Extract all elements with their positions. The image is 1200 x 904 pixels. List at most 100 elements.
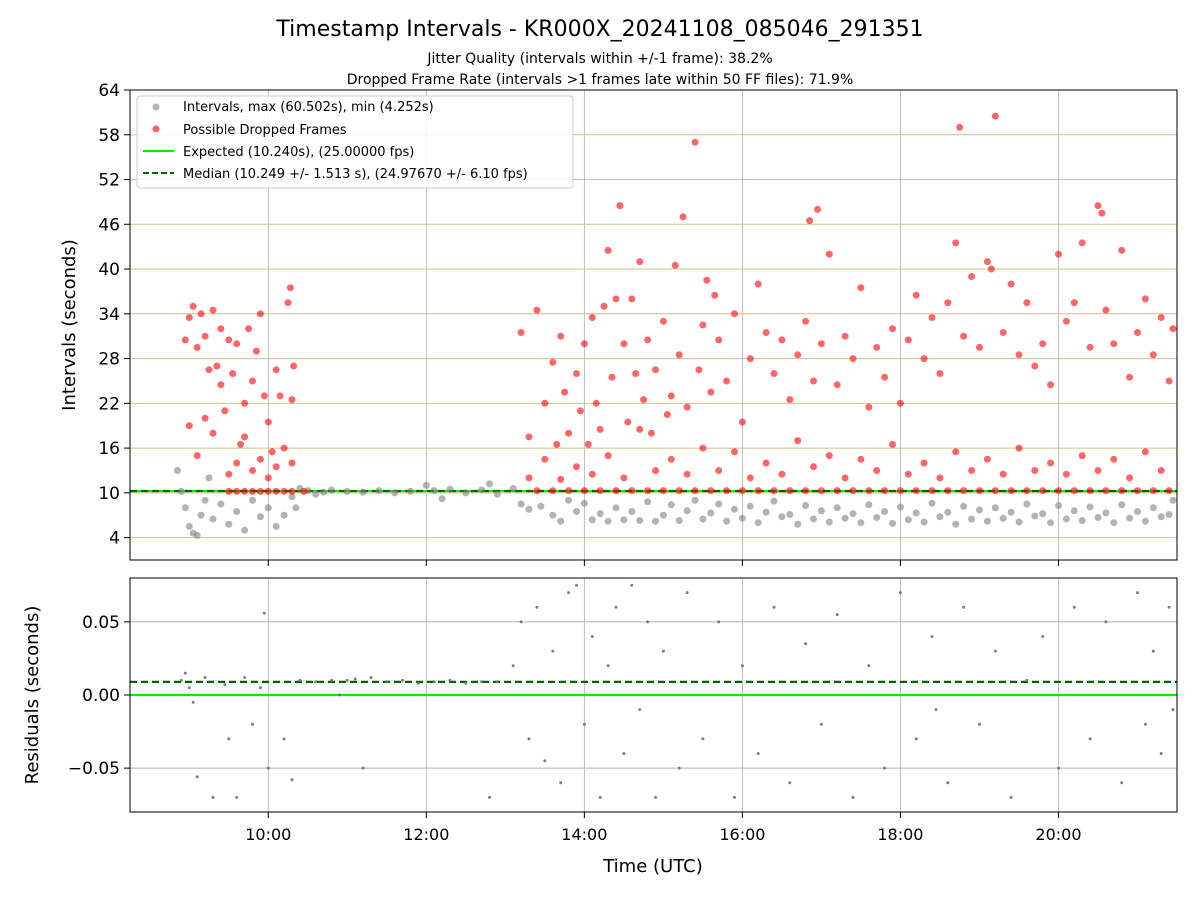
residuals-point xyxy=(717,620,720,623)
intervals-point xyxy=(202,497,209,504)
legend: Intervals, max (60.502s), min (4.252s) P… xyxy=(137,96,573,188)
residuals-point xyxy=(820,723,823,726)
intervals-dropped-point xyxy=(233,460,240,467)
intervals-y-tick-label: 40 xyxy=(98,260,120,280)
residuals-point xyxy=(788,781,791,784)
residuals-point xyxy=(433,680,436,683)
intervals-dropped-point xyxy=(1095,202,1102,209)
intervals-point xyxy=(1166,511,1173,518)
intervals-dropped-point xyxy=(826,251,833,258)
intervals-point xyxy=(1071,507,1078,514)
intervals-dropped-point xyxy=(988,266,995,273)
intervals-dropped-point xyxy=(771,487,778,494)
intervals-dropped-point xyxy=(1150,351,1157,358)
intervals-dropped-point xyxy=(257,488,264,495)
residuals-point xyxy=(385,680,388,683)
intervals-dropped-point xyxy=(802,318,809,325)
intervals-point xyxy=(312,491,319,498)
intervals-dropped-point xyxy=(210,430,217,437)
intervals-point xyxy=(344,488,351,495)
residuals-point xyxy=(583,723,586,726)
intervals-dropped-point xyxy=(206,366,213,373)
intervals-dropped-point xyxy=(676,351,683,358)
intervals-point xyxy=(652,518,659,525)
intervals-point xyxy=(273,523,280,530)
intervals-dropped-point xyxy=(273,366,280,373)
intervals-dropped-point xyxy=(842,333,849,340)
intervals-point xyxy=(739,515,746,522)
intervals-point xyxy=(668,501,675,508)
intervals-dropped-point xyxy=(952,448,959,455)
intervals-dropped-point xyxy=(229,370,236,377)
residuals-point xyxy=(263,612,266,615)
intervals-dropped-point xyxy=(249,488,256,495)
intervals-dropped-point xyxy=(549,359,556,366)
residuals-point xyxy=(188,686,191,689)
intervals-dropped-point xyxy=(577,407,584,414)
intervals-dropped-point xyxy=(984,258,991,265)
intervals-dropped-point xyxy=(549,487,556,494)
intervals-dropped-point xyxy=(1079,452,1086,459)
intervals-dropped-point xyxy=(668,392,675,399)
residuals-point xyxy=(417,682,420,685)
intervals-dropped-point xyxy=(620,474,627,481)
residuals-point xyxy=(283,737,286,740)
residuals-point xyxy=(935,708,938,711)
intervals-point xyxy=(778,513,785,520)
intervals-dropped-point xyxy=(640,396,647,403)
intervals-dropped-point xyxy=(585,441,592,448)
residuals-point xyxy=(867,664,870,667)
intervals-dropped-point xyxy=(913,487,920,494)
residuals-point xyxy=(551,650,554,653)
intervals-dropped-point xyxy=(1110,456,1117,463)
residuals-point xyxy=(338,694,341,697)
residuals-y-tick-label: 0.00 xyxy=(82,686,120,706)
residuals-point xyxy=(978,723,981,726)
intervals-dropped-point xyxy=(695,366,702,373)
intervals-dropped-point xyxy=(1023,487,1030,494)
intervals-dropped-point xyxy=(289,396,296,403)
residuals-point xyxy=(267,767,270,770)
intervals-dropped-point xyxy=(573,463,580,470)
intervals-point xyxy=(1170,497,1177,504)
intervals-point xyxy=(320,489,327,496)
intervals-dropped-point xyxy=(601,303,608,310)
intervals-point xyxy=(1000,515,1007,522)
intervals-dropped-point xyxy=(632,370,639,377)
intervals-dropped-point xyxy=(1158,467,1165,474)
intervals-point xyxy=(944,509,951,516)
intervals-dropped-point xyxy=(1087,487,1094,494)
intervals-dropped-point xyxy=(968,273,975,280)
intervals-dropped-point xyxy=(703,277,710,284)
residuals-point xyxy=(298,679,301,682)
intervals-dropped-point xyxy=(806,217,813,224)
intervals-dropped-point xyxy=(233,488,240,495)
intervals-dropped-point xyxy=(1102,307,1109,314)
residuals-point xyxy=(915,737,918,740)
intervals-dropped-point xyxy=(245,325,252,332)
intervals-point xyxy=(992,504,999,511)
intervals-point xyxy=(225,521,232,528)
residuals-point xyxy=(196,775,199,778)
intervals-dropped-point xyxy=(1098,210,1105,217)
intervals-dropped-point xyxy=(1095,467,1102,474)
residuals-point xyxy=(1152,650,1155,653)
intervals-dropped-point xyxy=(217,325,224,332)
intervals-dropped-point xyxy=(731,310,738,317)
intervals-point xyxy=(929,500,936,507)
intervals-dropped-point xyxy=(992,113,999,120)
intervals-dropped-point xyxy=(1063,471,1070,478)
intervals-dropped-point xyxy=(818,340,825,347)
residuals-point xyxy=(291,778,294,781)
intervals-dropped-point xyxy=(593,400,600,407)
intervals-y-tick-label: 28 xyxy=(98,350,120,370)
residuals-point xyxy=(184,672,187,675)
residuals-point xyxy=(235,796,238,799)
intervals-dropped-point xyxy=(684,404,691,411)
residuals-point xyxy=(1089,737,1092,740)
residuals-point xyxy=(646,620,649,623)
residuals-point xyxy=(836,613,839,616)
intervals-point xyxy=(755,519,762,526)
intervals-point xyxy=(1008,509,1015,516)
